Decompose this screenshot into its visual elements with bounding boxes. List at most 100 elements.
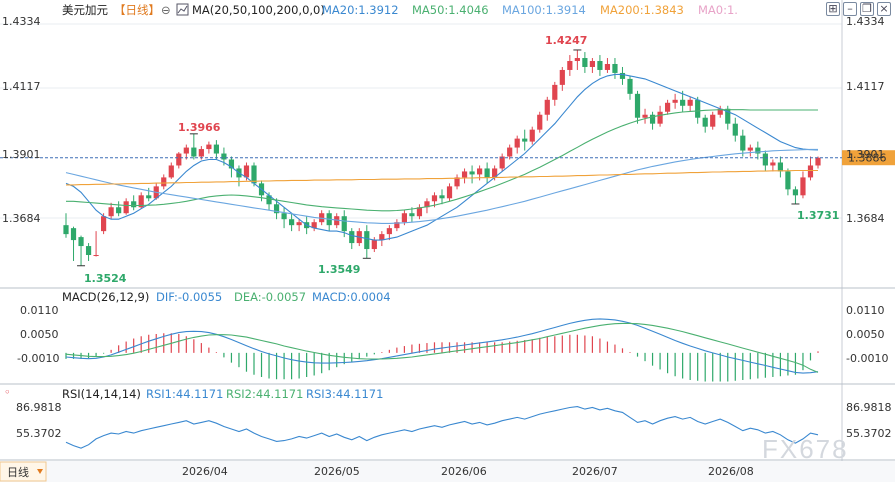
- candle-body: [319, 213, 325, 223]
- candle-body: [93, 255, 99, 257]
- candle-body: [604, 63, 611, 70]
- chevron-down-icon: [37, 469, 43, 474]
- ma200-line: [66, 169, 818, 186]
- candle-body: [334, 216, 340, 226]
- candle-body: [627, 78, 633, 94]
- rsi3-value: RSI3:44.1171: [306, 387, 383, 401]
- candle-body: [273, 204, 280, 214]
- x-tick: 2026/06: [441, 465, 487, 478]
- minimize-icon[interactable]: –: [843, 2, 857, 16]
- candle-body: [341, 216, 347, 232]
- ma-params: MA(20,50,100,200,0,0): [192, 3, 325, 17]
- candle-body: [710, 114, 716, 127]
- period-button-label: 日线: [7, 465, 29, 479]
- candle-body: [747, 147, 753, 151]
- candle-body: [762, 153, 768, 166]
- current-price-box: [842, 150, 895, 166]
- candle-body: [281, 213, 287, 220]
- candle-body: [116, 207, 122, 214]
- candle-body: [642, 114, 648, 118]
- x-tick: 2026/07: [572, 465, 618, 478]
- candle-body: [634, 93, 641, 118]
- x-tick: 2026/04: [182, 465, 228, 478]
- ma20-line: [65, 73, 819, 241]
- macd-tick: -0.0010: [17, 352, 59, 365]
- candle-body: [243, 165, 250, 178]
- candle-body: [552, 84, 558, 100]
- restore-icon[interactable]: ❐: [860, 2, 874, 16]
- candle-body: [213, 144, 219, 154]
- candle-body: [740, 135, 746, 151]
- candle-body: [228, 159, 235, 169]
- grid-icon[interactable]: ⊞: [826, 2, 840, 16]
- candle-body: [725, 108, 731, 124]
- candle-body: [507, 147, 513, 157]
- period-button[interactable]: [0, 461, 47, 482]
- candle-body: [439, 195, 445, 199]
- x-axis: 2026/04 2026/05 2026/06 2026/07 2026/08 …: [0, 461, 895, 482]
- macd-pane: MACD(26,12,9) DIF:-0.0055 DEA:-0.0057 MA…: [17, 290, 888, 382]
- candle-body: [349, 231, 355, 244]
- rsi-tick: 55.3702: [16, 427, 62, 440]
- candle-body: [221, 153, 227, 160]
- candle-body: [123, 201, 129, 214]
- macd-tick: 0.0110: [20, 304, 59, 317]
- candle-body: [649, 114, 656, 124]
- macd-params: MACD(26,12,9): [62, 290, 149, 304]
- close-icon[interactable]: ×: [877, 2, 891, 16]
- price-tick: 1.4117: [2, 80, 41, 93]
- ma100-value: MA100:1.3914: [502, 3, 586, 17]
- candle-body: [695, 99, 701, 118]
- chart-type-icon[interactable]: [176, 3, 189, 16]
- candle-body: [619, 72, 626, 79]
- candle-body: [108, 207, 114, 217]
- candle-body: [687, 99, 693, 106]
- mid-high-annotation: 1.3966: [178, 121, 221, 134]
- candle-body: [191, 147, 197, 157]
- candle-body: [484, 168, 490, 178]
- candle-body: [266, 195, 272, 205]
- period-tag[interactable]: 【日线】: [114, 3, 160, 17]
- candle-body: [371, 240, 377, 250]
- candle-body: [702, 117, 708, 127]
- rsi-tick: 86.9818: [16, 401, 62, 414]
- macd-tick: 0.0050: [846, 328, 885, 341]
- x-tick: 2026/08: [708, 465, 754, 478]
- candle-body: [514, 138, 520, 148]
- macd-tick: 0.0050: [20, 328, 59, 341]
- candle-body: [477, 168, 483, 175]
- rsi2-value: RSI2:44.1171: [226, 387, 303, 401]
- candle-body: [409, 213, 415, 217]
- high-annotation: 1.4247: [545, 34, 587, 47]
- candle-body: [296, 222, 302, 226]
- ma20-value: MA20:1.3912: [322, 3, 399, 17]
- candle-body: [311, 222, 317, 229]
- candle-body: [792, 189, 799, 196]
- candle-body: [85, 246, 92, 256]
- candle-body: [544, 99, 550, 115]
- candle-body: [78, 237, 84, 247]
- candle-body: [454, 177, 460, 187]
- settings-icon[interactable]: ⊖: [161, 3, 171, 17]
- watermark: FX678: [762, 434, 849, 464]
- ma0-value: MA0:1.: [698, 3, 738, 17]
- candle-body: [206, 144, 212, 150]
- ma50-line: [66, 109, 818, 212]
- candle-body: [131, 201, 137, 208]
- price-tick: 1.3901: [2, 148, 41, 161]
- macd-tick: -0.0010: [846, 352, 888, 365]
- x-axis-band: [0, 461, 895, 482]
- rsi-series-group: [65, 406, 819, 449]
- candle-body: [815, 157, 821, 166]
- price-tick: 1.3684: [2, 212, 41, 225]
- candle-body: [499, 156, 505, 169]
- symbol-title: 美元加元: [62, 3, 108, 17]
- candle-body: [717, 108, 723, 115]
- ma200-value: MA200:1.3843: [600, 3, 684, 17]
- candle-body: [394, 222, 400, 229]
- macd-dea-value: DEA:-0.0057: [234, 290, 306, 304]
- moving-averages-group: [65, 73, 819, 241]
- rsi1-value: RSI1:44.1171: [146, 387, 223, 401]
- candle-body: [168, 165, 174, 178]
